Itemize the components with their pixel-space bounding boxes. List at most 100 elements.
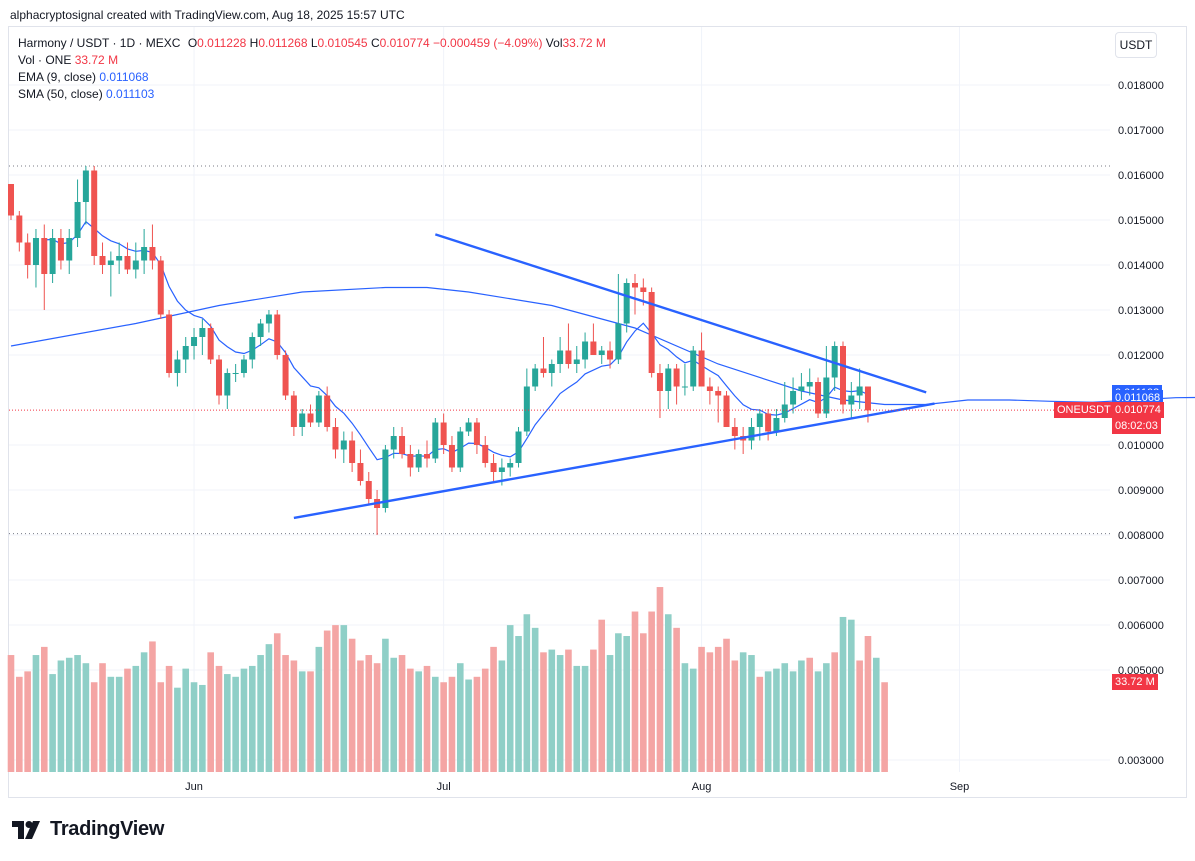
y-tick-label: 0.012000 xyxy=(1118,350,1164,362)
volume-bar xyxy=(323,630,331,772)
candle-body xyxy=(640,287,647,292)
y-tick-label: 0.008000 xyxy=(1118,530,1164,542)
tradingview-logo[interactable]: TradingView xyxy=(12,818,164,841)
volume-bar xyxy=(872,657,880,772)
candle-body xyxy=(16,215,23,243)
candle xyxy=(623,278,630,333)
candle xyxy=(24,233,31,279)
x-tick-label: Jun xyxy=(185,781,203,793)
open-value: 0.011228 xyxy=(197,36,247,50)
volume-bar xyxy=(157,682,165,772)
candle xyxy=(157,256,164,319)
volume-bar xyxy=(814,671,822,772)
candle-body xyxy=(490,463,497,472)
volume-bar xyxy=(90,682,98,772)
volume-bar xyxy=(806,657,814,772)
candle xyxy=(332,418,339,459)
volume-bar xyxy=(523,614,531,772)
y-tick-label: 0.017000 xyxy=(1118,125,1164,137)
volume-bar xyxy=(731,660,739,772)
candle-body xyxy=(257,323,264,337)
candle-body xyxy=(49,238,56,274)
candle xyxy=(548,359,555,387)
candle xyxy=(831,341,838,391)
volume-bar xyxy=(282,655,289,772)
candle xyxy=(798,373,805,400)
y-tick-label: 0.005000 xyxy=(1118,665,1164,677)
candle-body xyxy=(815,382,822,414)
ema-indicator-row[interactable]: EMA (9, close) 0.011068 xyxy=(18,69,606,86)
candle-body xyxy=(598,350,605,355)
currency-button[interactable]: USDT xyxy=(1115,32,1157,58)
y-tick-label: 0.018000 xyxy=(1118,80,1164,92)
volume-bar xyxy=(440,682,447,772)
candle xyxy=(282,350,289,400)
low-value: 0.010545 xyxy=(317,36,368,50)
candle xyxy=(91,166,98,265)
volume-bar xyxy=(723,638,730,772)
candle-body xyxy=(224,373,231,396)
volume-bar xyxy=(332,625,339,772)
sma-indicator-row[interactable]: SMA (50, close) 0.011103 xyxy=(18,86,606,103)
low-label: L xyxy=(310,36,318,50)
volume-bar xyxy=(307,671,314,772)
candle xyxy=(565,323,572,369)
candle xyxy=(8,184,14,220)
y-tick-label: 0.009000 xyxy=(1118,485,1164,497)
volume-bar xyxy=(631,611,639,772)
candle-body xyxy=(773,418,780,432)
volume-bar xyxy=(856,660,863,772)
ema-label: EMA (9, close) xyxy=(18,70,97,84)
candle-body xyxy=(299,413,306,427)
candle xyxy=(349,431,356,472)
volume-bar xyxy=(698,646,705,772)
volume-bar xyxy=(615,633,622,772)
candle-body xyxy=(8,184,14,216)
candle xyxy=(440,413,447,454)
candle-body xyxy=(756,413,763,427)
candle-body xyxy=(282,355,289,396)
candle xyxy=(457,427,464,472)
candle xyxy=(681,364,688,396)
candle-body xyxy=(307,413,314,423)
volume-bar xyxy=(382,638,389,772)
candle-body xyxy=(790,391,797,405)
volume-bar xyxy=(673,627,680,772)
candle xyxy=(632,274,638,315)
candle xyxy=(690,346,697,391)
candle-body xyxy=(157,260,164,315)
sma-label: SMA (50, close) xyxy=(18,87,103,101)
volume-bar xyxy=(232,676,239,772)
candle-body xyxy=(315,395,322,423)
volume-bar xyxy=(174,687,181,772)
x-tick-label: Aug xyxy=(692,781,712,793)
volume-bar xyxy=(548,649,556,772)
symbol-label[interactable]: Harmony / USDT · 1D · MEXC xyxy=(18,36,181,50)
candle xyxy=(432,418,439,463)
volume-bar xyxy=(373,663,381,772)
candle xyxy=(656,364,663,418)
volume-indicator-row[interactable]: Vol · ONE 33.72 M xyxy=(18,52,606,69)
candle xyxy=(191,328,198,360)
volume-bar xyxy=(49,674,56,772)
candle xyxy=(407,445,414,477)
chart-frame[interactable] xyxy=(8,26,1187,798)
candle-body xyxy=(424,454,430,459)
volume-bar xyxy=(248,665,256,772)
candle-body xyxy=(507,463,514,468)
candle-body xyxy=(715,391,722,396)
volume-indicator-label: Vol · ONE xyxy=(18,53,72,67)
candle xyxy=(174,350,181,387)
candle-body xyxy=(690,350,697,387)
y-tick-label: 0.010000 xyxy=(1118,440,1164,452)
candle xyxy=(731,418,738,450)
volume-label: Vol xyxy=(545,36,563,50)
candle xyxy=(224,368,231,409)
volume-bar xyxy=(82,663,90,772)
candle-body xyxy=(473,422,480,445)
volume-bar xyxy=(390,657,398,772)
candle-body xyxy=(781,404,788,418)
candle-body xyxy=(82,170,89,202)
volume-bar xyxy=(273,633,281,772)
